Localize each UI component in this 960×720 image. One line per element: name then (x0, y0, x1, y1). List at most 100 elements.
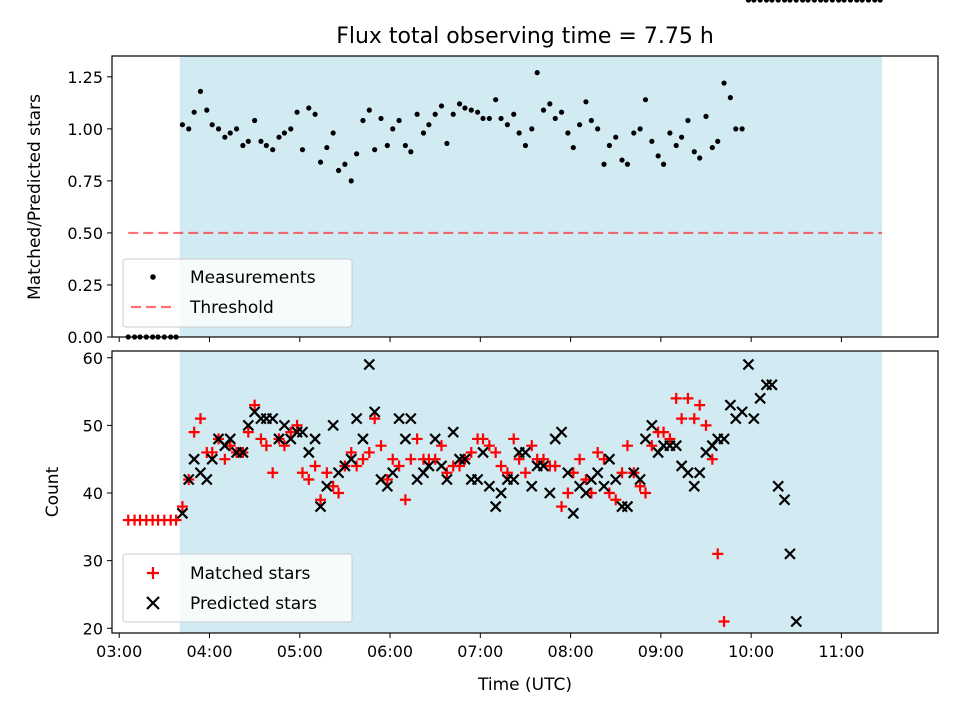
measurement-point (781, 0, 788, 3)
measurement-point (354, 151, 360, 157)
matched-star-point (562, 487, 574, 499)
matched-stars-legend-label: Matched stars (190, 564, 310, 584)
predicted-star-point (345, 453, 358, 465)
predicted-star-point (603, 453, 616, 465)
predicted-star-point (435, 460, 448, 472)
predicted-star-point (736, 406, 748, 418)
predicted-star-point (598, 480, 610, 493)
x-tick-label: 03:00 (96, 642, 142, 661)
predicted-star-point (381, 480, 394, 493)
x-tick-label: 07:00 (457, 642, 503, 661)
matched-star-point (538, 453, 550, 465)
predicted-star-point (266, 412, 279, 425)
matched-star-point (333, 487, 345, 499)
predicted-star-point (591, 466, 604, 479)
predicted-star-point (296, 426, 309, 438)
measurement-point (534, 70, 540, 76)
matched-star-point (508, 433, 520, 445)
predicted-star-point (423, 460, 435, 472)
measurements-legend-marker (150, 274, 156, 280)
matched-star-point (454, 460, 466, 472)
y-tick-label: 0.25 (67, 276, 103, 295)
matched-star-point (664, 433, 676, 445)
measurement-point (769, 0, 775, 3)
measurement-point (432, 111, 438, 117)
matched-star-point (393, 460, 405, 472)
matched-star-point (688, 413, 700, 425)
measurement-point (595, 126, 601, 132)
predicted-star-point (321, 480, 333, 493)
top-legend: Measurements Threshold (122, 258, 353, 328)
matched-star-point (435, 440, 447, 452)
measurement-point (667, 130, 673, 136)
predicted-star-point (429, 433, 441, 445)
measurement-point (252, 117, 258, 124)
measurement-point (511, 111, 517, 117)
measurement-point (577, 122, 583, 128)
predicted-star-point (621, 500, 634, 513)
predicted-star-point (273, 433, 285, 445)
matched-star-point (206, 446, 218, 458)
measurement-point (631, 130, 637, 136)
matched-star-point (490, 446, 502, 458)
measurement-point (763, 0, 770, 3)
measurement-point (516, 130, 522, 136)
y-tick-label: 40 (83, 484, 103, 503)
matched-star-point (375, 440, 387, 452)
matched-star-point (700, 419, 712, 431)
predicted-star-point (489, 500, 502, 513)
predicted-star-point (368, 406, 381, 418)
measurements-legend-label: Measurements (190, 268, 316, 288)
bottom-legend-frame (122, 553, 353, 623)
measurement-point (324, 144, 330, 151)
measurement-point (818, 0, 824, 3)
measurement-point (739, 126, 745, 132)
matched-star-point (501, 467, 513, 479)
measurement-point (462, 105, 468, 111)
measurement-point (348, 178, 354, 184)
y-tick-label: 0.00 (67, 328, 103, 347)
matched-stars-series (123, 393, 730, 628)
predicted-star-point (525, 480, 538, 493)
measurement-point (486, 115, 492, 122)
measurement-point (727, 95, 733, 101)
measurement-point (642, 97, 649, 103)
matched-star-point (526, 440, 538, 452)
measurement-point (414, 111, 420, 117)
measurement-point (384, 142, 390, 149)
matched-star-point (405, 453, 417, 465)
predicted-star-point (350, 412, 363, 425)
predicted-star-point (609, 473, 622, 486)
y-tick-label: 0.75 (67, 172, 103, 191)
measurement-point (438, 103, 445, 109)
top-panel: 0.00 0.25 0.50 0.75 1.00 1.25 Matched/Predict… (25, 0, 939, 347)
measurement-point (552, 115, 558, 122)
measurement-point (450, 111, 456, 117)
measurement-point (679, 134, 685, 140)
matched-star-point (567, 467, 579, 479)
measurement-point (558, 109, 565, 115)
x-tick-label: 08:00 (548, 642, 594, 661)
measurement-point (799, 0, 806, 3)
top-axes-frame (111, 55, 939, 338)
matched-star-point (194, 413, 206, 425)
measurement-point (877, 0, 883, 3)
x-tick-label: 09:00 (638, 642, 684, 661)
measurement-point (299, 147, 306, 153)
predicted-star-point (693, 466, 706, 479)
matched-star-point (219, 453, 231, 465)
measurement-point (444, 140, 450, 147)
predicted-star-point (790, 615, 803, 628)
matched-star-point (260, 440, 272, 452)
measurement-point (775, 0, 781, 3)
measurement-point (408, 149, 414, 155)
measurement-point (655, 153, 661, 159)
measurement-point (468, 107, 474, 113)
measurement-point (191, 109, 197, 115)
matched-star-point (556, 501, 568, 513)
matched-star-point (574, 453, 586, 465)
measurement-point (240, 142, 246, 149)
measurement-point (294, 109, 300, 115)
matched-star-point (278, 440, 290, 452)
